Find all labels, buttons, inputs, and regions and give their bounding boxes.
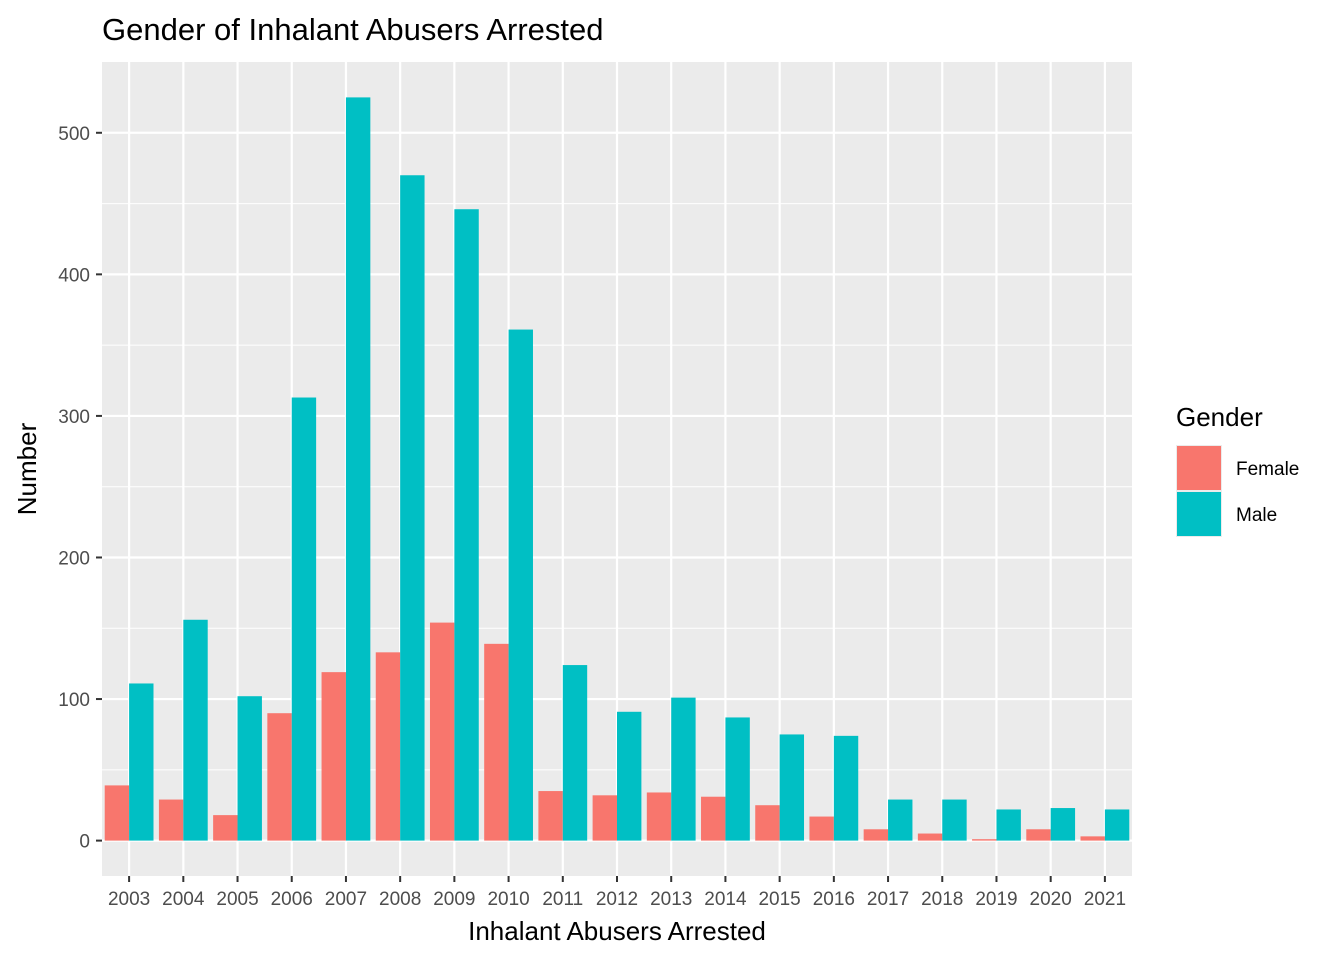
bar-female-2004 xyxy=(158,799,184,841)
x-tick-label: 2019 xyxy=(975,889,1017,910)
legend-title: Gender xyxy=(1176,402,1263,432)
y-tick-label: 100 xyxy=(58,690,90,711)
bar-male-2009 xyxy=(454,209,479,841)
bar-male-2021 xyxy=(1104,809,1130,841)
x-tick-label: 2011 xyxy=(542,889,583,910)
x-tick-label: 2012 xyxy=(596,889,638,910)
bar-male-2004 xyxy=(183,619,208,841)
y-axis-title: Number xyxy=(12,422,42,515)
bar-male-2005 xyxy=(237,696,262,841)
x-tick-label: 2003 xyxy=(108,889,150,910)
bar-male-2013 xyxy=(671,697,696,841)
x-tick-label: 2009 xyxy=(433,889,475,910)
bar-female-2019 xyxy=(972,839,997,841)
x-tick-label: 2017 xyxy=(867,889,909,910)
bar-female-2016 xyxy=(809,816,834,841)
x-axis: 2003 2004 2005 2006 2007 2008 2009 2010 2011 2012… xyxy=(108,876,1126,910)
bar-male-2019 xyxy=(996,809,1021,841)
bar-female-2015 xyxy=(755,805,780,841)
x-tick-label: 2013 xyxy=(650,889,692,910)
x-tick-label: 2018 xyxy=(921,889,963,910)
bar-male-2003 xyxy=(129,683,154,841)
x-tick-label: 2007 xyxy=(325,889,367,910)
bar-male-2008 xyxy=(400,175,425,841)
bar-male-2018 xyxy=(942,799,967,841)
bar-male-2011 xyxy=(562,665,588,841)
bar-female-2020 xyxy=(1026,829,1051,841)
x-tick-label: 2005 xyxy=(216,889,258,910)
bar-female-2021 xyxy=(1080,836,1105,841)
bar-male-2017 xyxy=(888,799,913,841)
bar-female-2009 xyxy=(429,622,455,841)
bar-male-2012 xyxy=(617,711,642,841)
legend: Gender Female Male xyxy=(1176,402,1299,537)
x-tick-label: 2006 xyxy=(271,889,313,910)
y-tick-label: 200 xyxy=(58,548,90,569)
bar-male-2016 xyxy=(833,735,859,841)
bar-female-2010 xyxy=(484,643,509,841)
bar-female-2018 xyxy=(917,833,943,841)
chart-title: Gender of Inhalant Abusers Arrested xyxy=(102,12,603,47)
y-tick-label: 500 xyxy=(58,124,90,145)
x-tick-label: 2004 xyxy=(162,889,205,910)
bar-female-2006 xyxy=(267,713,292,841)
y-tick-label: 300 xyxy=(58,407,90,428)
y-tick-label: 0 xyxy=(79,832,90,853)
bar-female-2007 xyxy=(321,672,346,841)
bar-male-2015 xyxy=(779,734,805,841)
bar-female-2012 xyxy=(592,795,617,841)
bar-male-2010 xyxy=(508,329,533,841)
bar-female-2014 xyxy=(701,796,726,841)
legend-key-male xyxy=(1177,492,1221,536)
bar-female-2013 xyxy=(646,792,672,841)
legend-label-male: Male xyxy=(1236,505,1277,526)
x-tick-label: 2008 xyxy=(379,889,421,910)
x-axis-title: Inhalant Abusers Arrested xyxy=(468,916,766,946)
x-tick-label: 2016 xyxy=(813,889,855,910)
bar-male-2014 xyxy=(725,717,750,841)
bar-female-2017 xyxy=(863,829,889,841)
x-tick-label: 2020 xyxy=(1030,889,1072,910)
x-tick-label: 2021 xyxy=(1084,889,1126,910)
bar-female-2005 xyxy=(213,815,238,841)
bar-female-2008 xyxy=(375,652,401,841)
bar-male-2020 xyxy=(1050,808,1076,841)
legend-label-female: Female xyxy=(1236,459,1299,480)
legend-key-female xyxy=(1177,446,1221,490)
bars xyxy=(104,97,1130,841)
bar-male-2007 xyxy=(345,97,371,841)
y-tick-label: 400 xyxy=(58,265,90,286)
x-tick-label: 2010 xyxy=(487,889,529,910)
y-axis: 0 100 200 300 400 500 xyxy=(58,124,102,853)
bar-female-2003 xyxy=(104,785,130,841)
bar-female-2011 xyxy=(538,791,563,841)
x-tick-label: 2015 xyxy=(758,889,800,910)
x-tick-label: 2014 xyxy=(704,889,747,910)
bar-male-2006 xyxy=(291,397,317,841)
